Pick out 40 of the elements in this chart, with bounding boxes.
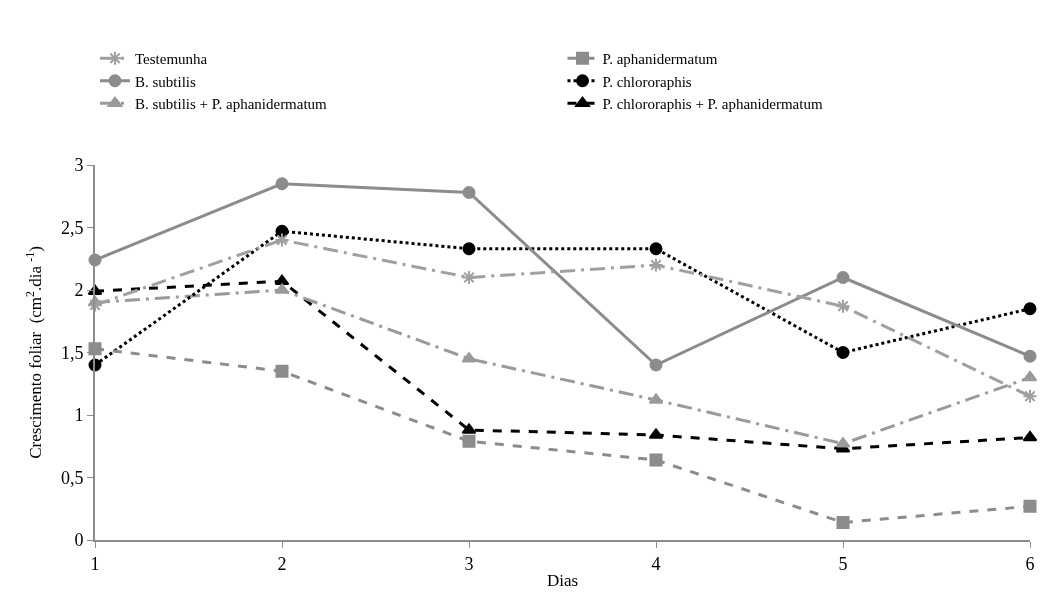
point [462, 242, 476, 256]
point [462, 434, 476, 448]
point [275, 177, 289, 191]
y-tick-label: 2,5 [60, 217, 84, 238]
point [1023, 499, 1037, 513]
y-tick-label: 1,5 [60, 342, 84, 363]
y-tick-label: 0,5 [60, 467, 84, 488]
legend-label: Testemunha [135, 51, 208, 68]
legend-label: B. subtilis [135, 73, 197, 90]
y-tick-label: 2 [74, 280, 84, 301]
point [275, 364, 289, 378]
point [649, 358, 663, 372]
x-axis-title: Dias [546, 571, 579, 591]
legend-label: P. aphanidermatum [602, 51, 718, 68]
point [462, 186, 476, 199]
x-tick-label: 3 [464, 553, 474, 574]
point [648, 257, 664, 273]
point [835, 298, 851, 314]
point [649, 242, 663, 256]
point [1023, 302, 1037, 316]
point [274, 232, 290, 248]
legend-label: B. subtilis + P. aphanidermatum [135, 96, 328, 113]
point [649, 453, 663, 467]
x-tick-label: 6 [1025, 553, 1035, 574]
point [87, 297, 103, 313]
x-tick-label: 2 [277, 553, 287, 574]
x-tick-label: 5 [838, 553, 848, 574]
point [461, 269, 477, 286]
point [836, 516, 850, 529]
point [836, 346, 850, 359]
y-tick-label: 3 [74, 155, 84, 176]
legend-label: P. chlororaphis [602, 73, 692, 90]
x-tick-label: 4 [651, 553, 661, 574]
point [1023, 349, 1037, 363]
point [836, 271, 850, 284]
legend-label: P. chlororaphis + P. aphanidermatum [602, 96, 823, 113]
x-tick-label: 1 [90, 553, 100, 574]
y-tick-label: 1 [74, 405, 84, 426]
point [1022, 388, 1038, 404]
y-tick-label: 0 [74, 530, 84, 551]
